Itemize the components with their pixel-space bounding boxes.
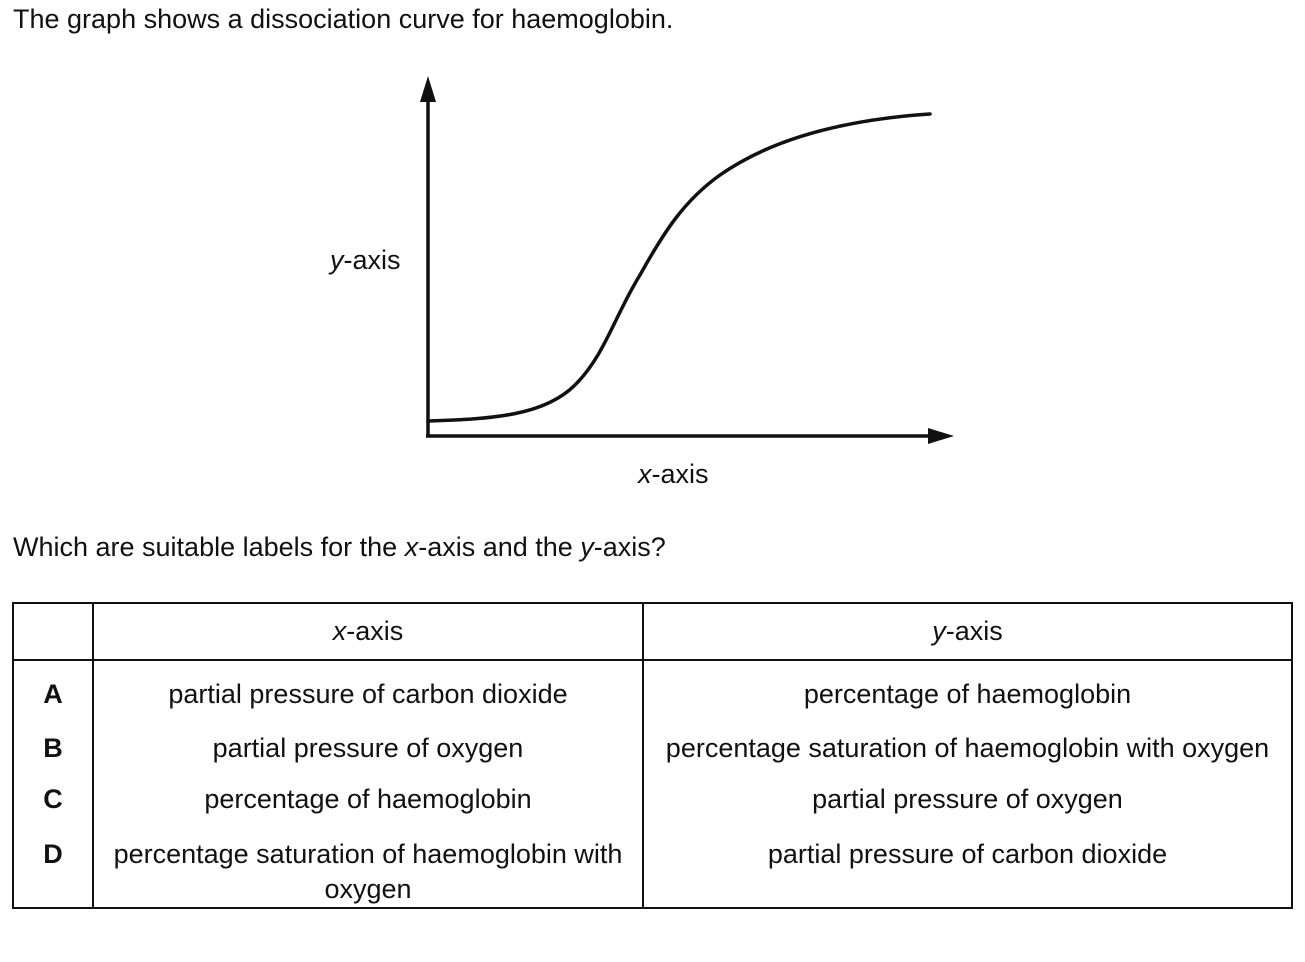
option-y-label: percentage saturation of haemoglobin wit…: [642, 720, 1293, 769]
option-letter: A: [12, 660, 94, 720]
option-x-label: percentage of haemoglobin: [92, 769, 644, 824]
x-axis-arrowhead: [928, 428, 954, 444]
option-x-label: partial pressure of oxygen: [92, 720, 644, 769]
answer-row-b: B partial pressure of oxygen percentage …: [12, 720, 1293, 769]
option-x-label: percentage saturation of haemoglobin wit…: [92, 824, 644, 909]
option-letter: D: [12, 824, 94, 909]
answer-table-header: x-axis y-axis: [12, 602, 1293, 661]
question-text: Which are suitable labels for the x-axis…: [13, 532, 666, 562]
dissociation-graph: y-axis x-axis: [320, 70, 970, 500]
option-y-label: percentage of haemoglobin: [642, 660, 1293, 720]
header-x-axis: x-axis: [92, 602, 644, 661]
graph-svg: [420, 76, 954, 444]
option-x-label: partial pressure of carbon dioxide: [92, 660, 644, 720]
intro-text: The graph shows a dissociation curve for…: [13, 4, 674, 34]
option-letter: B: [12, 720, 94, 769]
answer-row-a: A partial pressure of carbon dioxide per…: [12, 660, 1293, 720]
header-letter-cell: [12, 602, 94, 661]
x-axis-label: x-axis: [638, 459, 709, 489]
dissociation-curve: [426, 112, 932, 423]
option-letter: C: [12, 769, 94, 824]
y-axis-arrowhead: [420, 76, 436, 102]
answer-row-c: C percentage of haemoglobin partial pres…: [12, 769, 1293, 824]
option-y-label: partial pressure of oxygen: [642, 769, 1293, 824]
header-y-axis: y-axis: [642, 602, 1293, 661]
answer-row-d: D percentage saturation of haemoglobin w…: [12, 824, 1293, 909]
option-y-label: partial pressure of carbon dioxide: [642, 824, 1293, 909]
answer-table: x-axis y-axis A partial pressure of carb…: [12, 602, 1293, 909]
y-axis-label: y-axis: [330, 245, 401, 275]
